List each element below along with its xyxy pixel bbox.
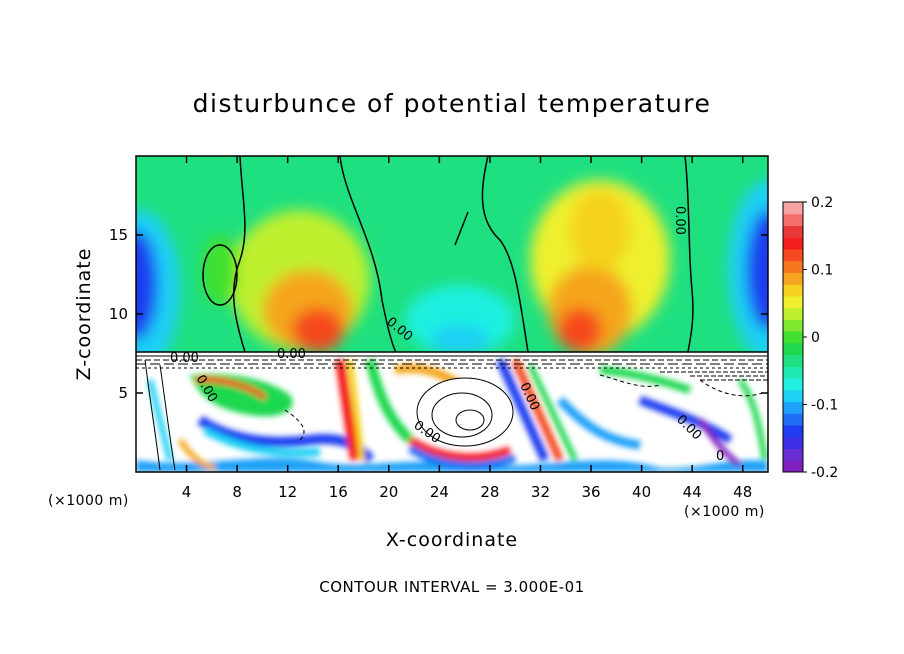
- x-axis-label: X-coordinate: [386, 529, 518, 551]
- colorbar-swatch: [783, 295, 803, 309]
- colorbar-tick-label: 0.1: [811, 263, 833, 279]
- contour-label: 0: [716, 449, 724, 464]
- y-unit-label: (×1000 m): [48, 493, 129, 509]
- chart-title: disturbunce of potential temperature: [193, 89, 712, 118]
- colorbar-swatch: [783, 331, 803, 344]
- contour-interval-text: CONTOUR INTERVAL = 3.000E-01: [319, 578, 584, 596]
- y-axis-label: Z-coordinate: [73, 248, 95, 381]
- colorbar-swatch: [783, 354, 803, 367]
- colorbar-swatch: [783, 272, 803, 285]
- colorbar-swatch: [783, 378, 803, 391]
- colorbar-swatch: [783, 460, 803, 473]
- colorbar-swatch: [783, 389, 803, 403]
- x-tick-label: 40: [632, 483, 651, 501]
- colorbar: [782, 201, 804, 473]
- contour-label: 0.00: [672, 206, 687, 235]
- colorbar-tick-label: -0.1: [811, 398, 838, 414]
- x-tick-label: 32: [531, 483, 550, 501]
- colorbar-ticks: -0.2 -0.1 0 0.1 0.2: [803, 195, 838, 481]
- colorbar-swatch: [783, 213, 803, 226]
- x-tick-label: 28: [480, 483, 499, 501]
- x-tick-label: 8: [232, 483, 242, 501]
- colorbar-swatch: [783, 284, 803, 297]
- x-tick-label: 36: [581, 483, 600, 501]
- colorbar-tick-label: -0.2: [811, 465, 838, 481]
- x-tick-label: 48: [733, 483, 752, 501]
- colorbar-swatch: [783, 260, 803, 273]
- contour-label: 0.00: [277, 347, 306, 362]
- colorbar-swatch: [783, 202, 803, 215]
- x-tick-label: 44: [683, 483, 702, 501]
- upper-field: [136, 156, 768, 352]
- y-tick-label: 10: [109, 305, 128, 323]
- colorbar-swatch: [783, 448, 803, 461]
- y-axis-ticks: 5 10 15: [109, 226, 768, 402]
- colorbar-swatch: [783, 366, 803, 379]
- x-axis-ticks: 4 8 12 16 20 24 28 32 36 40 44 48: [182, 156, 752, 501]
- colorbar-swatch: [783, 342, 803, 356]
- x-tick-label: 12: [278, 483, 297, 501]
- colorbar-swatch: [783, 307, 803, 320]
- colorbar-swatch: [783, 319, 803, 332]
- x-unit-label: (×1000 m): [684, 504, 765, 520]
- lower-field: [136, 352, 768, 472]
- colorbar-swatch: [783, 248, 803, 262]
- x-tick-label: 20: [379, 483, 398, 501]
- colorbar-tick-label: 0: [811, 330, 820, 346]
- colorbar-swatch: [783, 225, 803, 238]
- colorbar-swatch: [783, 436, 803, 450]
- colorbar-swatch: [783, 425, 803, 438]
- y-tick-label: 5: [118, 384, 128, 402]
- x-tick-label: 16: [329, 483, 348, 501]
- contour-label: 0.00: [170, 351, 199, 366]
- x-tick-label: 4: [182, 483, 192, 501]
- colorbar-swatch: [783, 401, 803, 414]
- colorbar-swatch: [783, 237, 803, 250]
- colorbar-swatch: [783, 413, 803, 426]
- colorbar-tick-label: 0.2: [811, 195, 833, 211]
- y-tick-label: 15: [109, 226, 128, 244]
- x-tick-label: 24: [430, 483, 449, 501]
